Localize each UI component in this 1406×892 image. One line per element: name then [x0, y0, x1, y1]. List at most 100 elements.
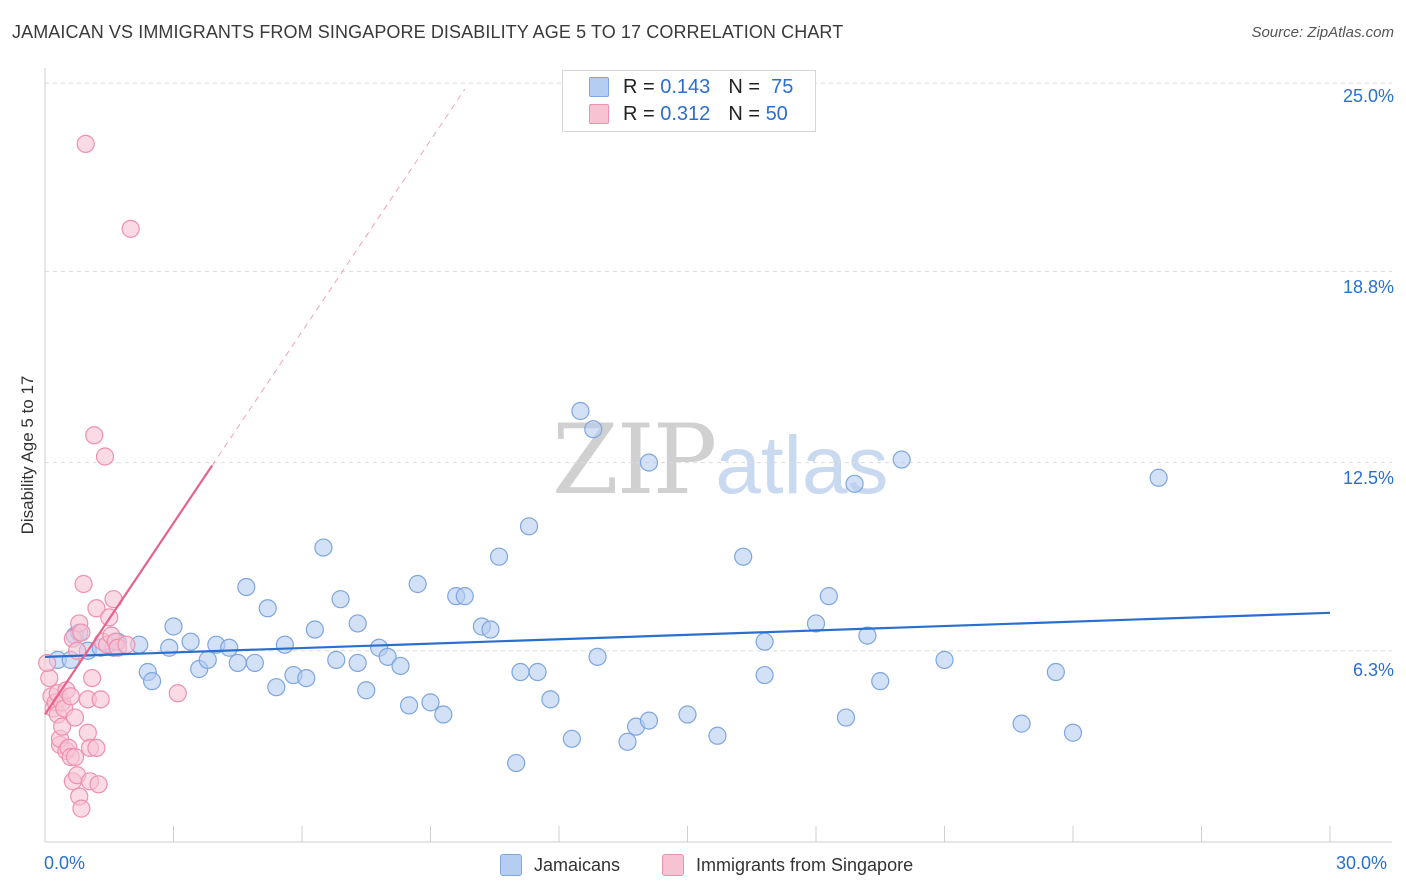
source-label: Source: ZipAtlas.com	[1251, 24, 1394, 41]
jamaicans-legend-label: Jamaicans	[534, 854, 621, 875]
jamaicans-point	[1149, 468, 1168, 487]
jamaicans-point	[297, 668, 316, 688]
singapore-point	[95, 447, 115, 466]
jamaicans-point	[258, 599, 277, 618]
jamaicans-point	[507, 753, 526, 773]
jamaicans-legend-swatch	[500, 854, 522, 876]
jamaicans-point	[755, 665, 774, 685]
jamaicans-trend-line	[44, 611, 1331, 658]
stats-legend: R = 0.143 N = 75 R = 0.312 N = 50	[562, 70, 816, 132]
r-label: R =	[623, 75, 655, 98]
x-tick-max: 30.0%	[1336, 853, 1388, 873]
singapore-point	[83, 668, 102, 688]
jamaicans-point	[806, 614, 826, 633]
jamaicans-point	[1046, 662, 1065, 682]
singapore-legend-label: Immigrants from Singapore	[696, 854, 914, 875]
jamaicans-point	[237, 577, 256, 597]
singapore-point	[72, 799, 91, 818]
jamaicans-point	[399, 696, 419, 715]
jamaicans-point	[408, 574, 427, 594]
n-label: N =	[728, 75, 760, 98]
jamaicans-point	[588, 647, 607, 666]
jamaicans-point	[734, 547, 753, 566]
jamaicans-point	[421, 693, 440, 712]
jamaicans-point	[228, 653, 247, 673]
singapore-point	[87, 738, 106, 758]
jamaicans-point	[755, 632, 774, 651]
r-value-jamaicans: 0.143	[660, 75, 711, 98]
jamaicans-point	[181, 632, 200, 651]
chart-title: JAMAICAN VS IMMIGRANTS FROM SINGAPORE DI…	[12, 22, 844, 42]
n-value-jamaicans: 75	[771, 75, 794, 98]
jamaicans-point	[434, 705, 453, 724]
singapore-point	[85, 426, 104, 445]
jamaicans-point	[1012, 714, 1031, 733]
jamaicans-point	[571, 401, 590, 421]
jamaicans-point	[245, 653, 264, 673]
jamaicans-point	[391, 656, 410, 676]
jamaicans-point	[584, 420, 603, 439]
jamaicans-point	[845, 474, 864, 493]
stats-legend-row-jamaicans: R = 0.143 N = 75	[589, 75, 793, 99]
y-tick-6-3: 6.3%	[1352, 660, 1394, 680]
singapore-point	[38, 653, 57, 673]
jamaicans-point	[836, 708, 856, 727]
jamaicans-point	[519, 517, 539, 536]
jamaicans-point	[639, 711, 659, 730]
jamaicans-point	[935, 650, 954, 669]
singapore-swatch	[589, 104, 609, 124]
jamaicans-point	[331, 590, 350, 609]
jamaicans-point	[528, 662, 547, 682]
jamaicans-point	[198, 650, 217, 669]
n-value-singapore: 50	[765, 102, 788, 125]
n-label: N =	[728, 102, 760, 125]
singapore-point	[74, 574, 93, 594]
jamaicans-point	[357, 681, 376, 700]
singapore-trend-extension	[211, 88, 466, 466]
singapore-point	[53, 717, 72, 736]
jamaicans-point	[348, 653, 367, 673]
singapore-point	[168, 684, 187, 703]
singapore-point	[40, 668, 59, 688]
x-tick-min: 0.0%	[44, 853, 86, 873]
y-tick-12-5: 12.5%	[1342, 468, 1394, 488]
singapore-point	[61, 687, 80, 706]
jamaicans-point	[541, 690, 560, 709]
jamaicans-point	[678, 705, 697, 724]
singapore-point	[65, 747, 85, 767]
watermark-atlas: atlas	[715, 420, 889, 511]
jamaicans-point	[708, 726, 727, 745]
legend-item-singapore[interactable]: Immigrants from Singapore	[662, 852, 913, 878]
stats-legend-row-singapore: R = 0.312 N = 50	[589, 102, 788, 126]
r-value-singapore: 0.312	[660, 102, 711, 125]
jamaicans-point	[220, 638, 239, 657]
jamaicans-point	[164, 617, 183, 636]
watermark-zip: ZIP	[552, 404, 717, 516]
jamaicans-point	[267, 678, 286, 697]
jamaicans-point	[314, 538, 333, 557]
jamaicans-point	[1063, 723, 1083, 742]
singapore-trend-line	[44, 465, 213, 716]
jamaicans-swatch	[589, 77, 609, 97]
r-label: R =	[623, 102, 655, 125]
jamaicans-point	[511, 662, 530, 682]
jamaicans-point	[481, 620, 500, 639]
singapore-point	[121, 219, 140, 238]
jamaicans-point	[142, 672, 162, 691]
singapore-point	[91, 690, 110, 709]
singapore-point	[65, 708, 85, 727]
singapore-point	[78, 723, 97, 742]
singapore-legend-swatch	[662, 854, 684, 876]
jamaicans-point	[489, 547, 509, 566]
singapore-point	[87, 599, 106, 618]
jamaicans-point	[275, 635, 294, 654]
singapore-point	[89, 775, 108, 794]
y-tick-25: 25.0%	[1342, 86, 1394, 106]
jamaicans-point	[327, 650, 346, 669]
jamaicans-point	[858, 626, 877, 645]
singapore-point	[72, 623, 91, 642]
jamaicans-point	[618, 732, 637, 751]
legend-item-jamaicans[interactable]: Jamaicans	[500, 852, 620, 878]
singapore-point	[117, 635, 136, 654]
